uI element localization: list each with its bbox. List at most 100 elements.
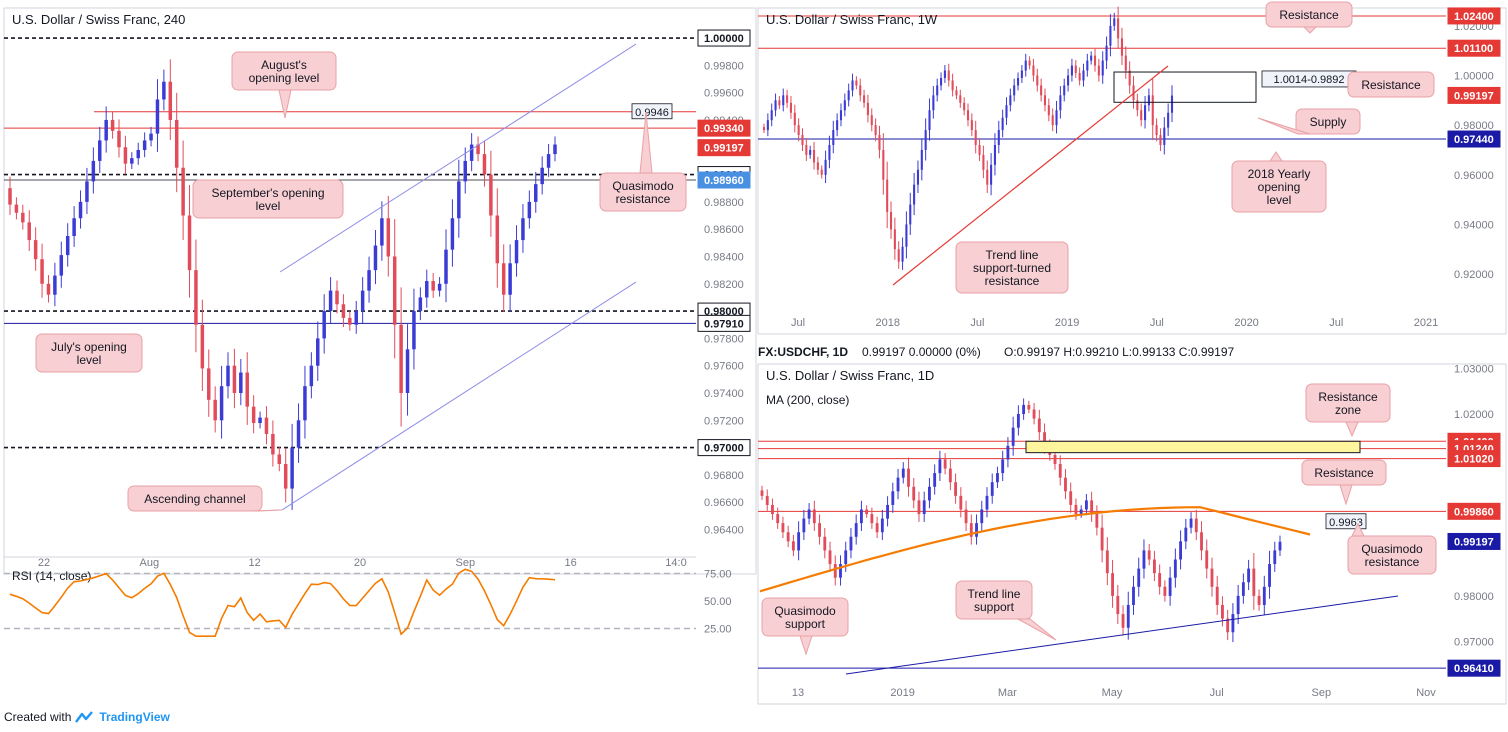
usdchf-240-candle-body [341, 304, 346, 318]
usdchf-1d-candle-body [933, 473, 937, 487]
usdchf-1w-x-tick-label: 2021 [1414, 317, 1438, 329]
usdchf-240-y-tick-label: 0.98400 [704, 251, 744, 263]
usdchf-1w-candle-body [905, 224, 908, 247]
usdchf-1w-y-tick-label: 0.98000 [1454, 120, 1494, 132]
usdchf-1d-candle-body [781, 523, 785, 533]
usdchf-1d-candle-body [1184, 527, 1188, 542]
usdchf-240-candle-body [373, 245, 378, 271]
usdchf-1w-candle-body [797, 125, 800, 136]
usdchf-1w-candle-body [1170, 95, 1174, 113]
p240-callout-4-box [127, 485, 263, 512]
usdchf-240-candle-body [194, 270, 198, 325]
usdchf-240-y-tick-label: 0.99800 [704, 60, 744, 72]
usdchf-1d-candle-body [1043, 432, 1046, 446]
usdchf-1d-candle-body [776, 514, 780, 524]
usdchf-240-candle-body [328, 290, 333, 312]
usdchf-1d-candle-body [896, 477, 900, 492]
usdchf-1d-candle-body [1137, 568, 1141, 587]
usdchf-1w-candle-body [916, 169, 920, 185]
usdchf-1w-candle-body [943, 70, 946, 78]
usdchf-1w-candle-body [1009, 95, 1012, 106]
usdchf-1d-candle-body [928, 486, 931, 501]
usdchf-240-candle-body [514, 240, 519, 264]
usdchf-1d-candle-body [859, 509, 863, 524]
usdchf-1d-candle-body [1278, 541, 1282, 551]
usdchf-240-candle-body [444, 249, 448, 284]
p240-callout-4-text-line: Ascending channel [144, 492, 245, 506]
usdchf-240-candle-body [457, 181, 461, 219]
footer: Created with TradingView [4, 710, 170, 724]
usdchf-1w-candle-body [1101, 60, 1104, 76]
usdchf-240-candle-body [450, 218, 455, 250]
usdchf-1w-candle-body [897, 249, 900, 262]
usdchf-240-candle-body [264, 417, 269, 434]
usdchf-1w-panel: 1.020001.000000.980000.960000.940000.920… [757, 1, 1507, 335]
usdchf-240-candle-body [296, 420, 301, 448]
usdchf-1d-candle-body [839, 564, 842, 578]
usdchf-1d-candle-body [1168, 577, 1172, 596]
usdchf-1d-candle-body [1053, 454, 1057, 465]
usdchf-240-candle-body [277, 454, 282, 464]
usdchf-1d-y-tick-label: 1.03000 [1454, 364, 1494, 376]
footer-created-with: Created with [4, 710, 72, 724]
usdchf-240-candle-body [501, 263, 506, 295]
usdchf-240-candle-body [168, 81, 173, 120]
usdchf-1w-candle-body [970, 120, 973, 131]
usdchf-240-candle-body [309, 365, 314, 387]
usdchf-1d-candle-body [1247, 568, 1251, 583]
rsi-panel: 75.00 50.00 25.00 RSI (14, close) [4, 556, 732, 638]
p240-callout-0-pointer [278, 89, 292, 119]
usdchf-240-candle-body [476, 144, 480, 155]
usdchf-240-y-tick-label: 0.97600 [704, 361, 744, 373]
usdchf-1d-candle-body [996, 473, 999, 483]
daily-header-symbol: FX:USDCHF, 1D [758, 345, 848, 359]
p1d-callout-1-text-line: Resistance [1314, 466, 1374, 480]
usdchf-1d-candle-body [802, 518, 806, 533]
usdchf-240-price-badge [697, 29, 751, 47]
usdchf-1d-candle-body [786, 532, 790, 542]
usdchf-1d-candle-body [1032, 409, 1036, 419]
usdchf-1w-candle-body [993, 144, 996, 165]
usdchf-240-price-badge-label: 0.97910 [704, 318, 744, 330]
usdchf-1w-candle-body [959, 95, 962, 103]
usdchf-1d-candle-body [812, 509, 816, 524]
usdchf-1w-candle-body [866, 102, 869, 116]
usdchf-1d-candle-body [1027, 404, 1031, 410]
usdchf-1d-candle-body [1268, 564, 1271, 587]
p1d-callout-2-text-line: resistance [1365, 555, 1420, 569]
usdchf-1w-candle-body [812, 149, 816, 163]
usdchf-240-y-tick-label: 0.97200 [704, 415, 744, 427]
usdchf-1d-title: U.S. Dollar / Swiss Franc, 1D [766, 368, 934, 383]
usdchf-240-candle-body [553, 144, 557, 155]
usdchf-1w-candle-body [990, 164, 993, 185]
rsi-line [9, 568, 556, 638]
usdchf-240-price-badge-label: 1.00000 [704, 33, 744, 45]
usdchf-240-candle-body [213, 399, 217, 421]
usdchf-240-y-tick-label: 0.99600 [704, 88, 744, 100]
usdchf-1d-price-badge [1447, 450, 1501, 468]
usdchf-240-candle-body [540, 167, 544, 185]
usdchf-1w-candle-body [839, 110, 843, 121]
usdchf-1w-x-tick-label: Jul [1150, 317, 1164, 329]
usdchf-1w-y-tick-label: 1.00000 [1454, 70, 1494, 82]
usdchf-1d-x-tick-label: 13 [792, 687, 804, 699]
usdchf-240-candle-body [219, 386, 224, 421]
usdchf-240-candle-body [322, 311, 326, 339]
usdchf-1w-candle-body [913, 184, 916, 205]
usdchf-1w-candle-body [1070, 65, 1073, 76]
usdchf-1d-candle-body [975, 523, 978, 537]
usdchf-240-candle-body [283, 463, 288, 489]
p1d-callout-4-text-line: support [785, 617, 826, 631]
daily-indicator-label: MA (200, close) [766, 393, 849, 407]
usdchf-1d-price-badge [1447, 502, 1501, 520]
usdchf-1d-candle-body [1064, 477, 1067, 492]
usdchf-1w-candle-body [786, 95, 789, 103]
usdchf-1d-candle-body [1200, 532, 1203, 551]
usdchf-240-candle-body [425, 281, 429, 298]
p1d-callout-1-pointer [1339, 484, 1353, 506]
usdchf-1d-candle-body [938, 459, 942, 474]
usdchf-1w-candle-body [847, 90, 850, 101]
rsi-y-tick: 75.00 [704, 569, 732, 581]
usdchf-1w-candle-body [1128, 70, 1131, 86]
